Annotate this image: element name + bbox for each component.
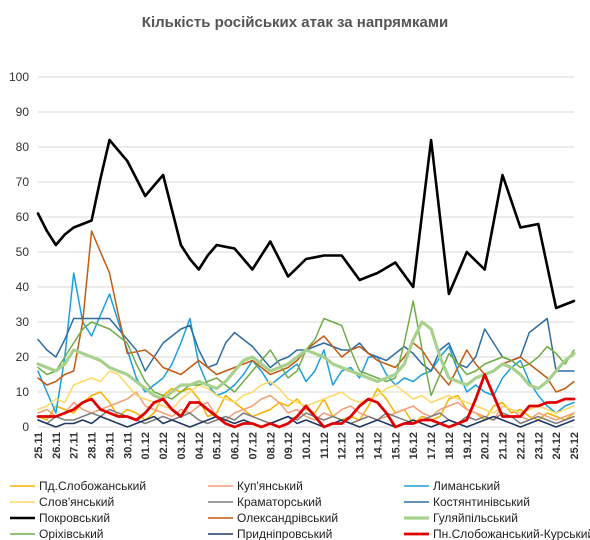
x-tick-label: 06.12 [230, 432, 242, 460]
series-lines [36, 138, 576, 429]
x-tick-label: 02.12 [158, 432, 170, 460]
x-tick-label: 26.11 [51, 432, 63, 459]
legend-label-0: Пд.Слобожанський [39, 479, 146, 493]
x-tick-label: 20.12 [480, 432, 492, 460]
x-tick-label: 05.12 [212, 432, 224, 460]
gridlines [38, 76, 574, 428]
y-tick-label: 40 [16, 280, 30, 294]
x-tick-label: 09.12 [283, 432, 295, 460]
x-tick-label: 18.12 [444, 432, 456, 460]
x-tick-label: 25.11 [33, 432, 45, 459]
legend-label-10: Придніпровський [237, 527, 332, 540]
legend-label-9: Оріхівський [39, 527, 104, 540]
series-line-5 [37, 317, 575, 372]
x-tick-label: 27.11 [69, 432, 81, 459]
chart-title: Кількість російських атак за напрямками [142, 14, 448, 31]
legend-label-6: Покровський [39, 511, 110, 525]
x-tick-label: 04.12 [194, 432, 206, 460]
x-tick-label: 01.12 [140, 432, 152, 460]
legend-label-8: Гуляйпільський [433, 511, 518, 525]
x-tick-label: 03.12 [176, 432, 188, 460]
x-tick-label: 13.12 [355, 432, 367, 460]
y-tick-label: 20 [16, 350, 30, 364]
y-tick-label: 30 [16, 315, 30, 329]
x-tick-label: 14.12 [372, 432, 384, 460]
x-tick-label: 23.12 [533, 432, 545, 460]
x-tick-label: 21.12 [498, 432, 510, 460]
legend-label-4: Краматорський [237, 495, 322, 509]
y-tick-label: 60 [16, 210, 30, 224]
x-tick-label: 24.12 [551, 432, 563, 460]
legend-label-11: Пн.Слобожанський-Курський [433, 527, 590, 540]
legend-label-1: Куп'янський [237, 479, 303, 493]
series-line-11 [36, 373, 576, 429]
x-tick-label: 29.11 [104, 432, 116, 459]
y-tick-label: 50 [16, 245, 30, 259]
legend: Пд.Слобожанський Куп'янський Лиманський Сло… [10, 479, 590, 540]
x-tick-label: 22.12 [515, 432, 527, 460]
x-tick-label: 16.12 [408, 432, 420, 460]
y-tick-label: 0 [22, 420, 29, 434]
x-tick-label: 08.12 [265, 432, 277, 460]
x-tick-label: 28.11 [87, 432, 99, 459]
y-tick-label: 80 [16, 140, 30, 154]
y-tick-label: 10 [16, 385, 30, 399]
legend-label-2: Лиманський [433, 479, 500, 493]
series-line-2 [37, 272, 575, 414]
x-tick-label: 07.12 [247, 432, 259, 460]
y-axis-ticks: 0 10 20 30 40 50 60 70 80 90 100 [9, 70, 29, 434]
legend-label-7: Олександрівський [237, 511, 338, 525]
y-tick-label: 90 [16, 105, 30, 119]
series-line-6 [36, 138, 576, 310]
x-tick-label: 11.12 [319, 432, 331, 459]
x-tick-label: 19.12 [462, 432, 474, 460]
legend-label-3: Слов'янський [39, 495, 114, 509]
x-tick-label: 30.11 [122, 432, 134, 459]
x-tick-label: 12.12 [337, 432, 349, 460]
x-tick-label: 17.12 [426, 432, 438, 460]
x-tick-label: 15.12 [390, 432, 402, 460]
legend-label-5: Костянтинівський [433, 495, 530, 509]
series-line-10 [37, 415, 575, 428]
y-tick-label: 100 [9, 70, 29, 84]
x-tick-label: 25.12 [569, 432, 581, 460]
series-line-7 [37, 230, 575, 393]
x-tick-label: 10.12 [301, 432, 313, 460]
y-tick-label: 70 [16, 175, 30, 189]
x-axis-ticks: 25.11 26.11 27.11 28.11 29.11 30.11 01.12 02.12… [33, 432, 581, 460]
